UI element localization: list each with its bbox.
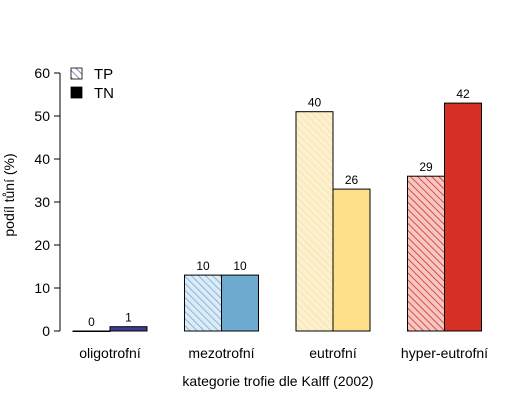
legend: TP TN (70, 66, 114, 102)
x-axis: oligotrofní mezotrofní eutrofní hyper-eutro… (79, 345, 488, 361)
x-tick-label: eutrofní (309, 345, 357, 361)
x-axis-title: kategorie trofie dle Kalff (2002) (182, 373, 373, 389)
y-axis-title: podíl tůní (%) (1, 153, 17, 236)
data-label-tn-2: 10 (233, 259, 247, 273)
legend-label-tn: TN (94, 85, 114, 102)
y-tick-label: 40 (34, 151, 50, 167)
legend-swatch-tn (70, 86, 83, 99)
data-label-tp-2: 10 (196, 259, 210, 273)
bar-tn-1 (109, 326, 148, 332)
legend-label-tp: TP (94, 66, 113, 83)
bar-tp-2 (184, 274, 222, 332)
data-labels-group: 0 1 10 10 40 26 29 42 (88, 87, 470, 329)
bar-tp-4 (407, 175, 445, 332)
y-axis: 0 10 20 30 40 50 60 (34, 65, 61, 339)
y-tick-label: 50 (34, 108, 50, 124)
bar-tp-3 (295, 111, 334, 332)
data-label-tp-3: 40 (308, 96, 322, 110)
bar-tn-4 (444, 102, 482, 332)
bars-group (72, 102, 482, 332)
bar-tn-3 (332, 188, 371, 332)
data-label-tp-1: 0 (88, 315, 95, 329)
data-label-tn-3: 26 (345, 173, 359, 187)
data-label-tp-4: 29 (419, 160, 433, 174)
x-tick-label: mezotrofní (188, 345, 254, 361)
bar-tp-1 (72, 330, 111, 332)
legend-swatch-tp (70, 67, 83, 80)
y-tick-label: 10 (34, 280, 50, 296)
bar-tn-2 (221, 274, 259, 332)
data-label-tn-1: 1 (125, 311, 132, 325)
y-tick-label: 30 (34, 194, 50, 210)
x-tick-label: oligotrofní (79, 345, 141, 361)
x-tick-label: hyper-eutrofní (401, 345, 488, 361)
y-tick-label: 0 (42, 323, 50, 339)
data-label-tn-4: 42 (456, 87, 470, 101)
y-tick-label: 60 (34, 65, 50, 81)
y-tick-label: 20 (34, 237, 50, 253)
